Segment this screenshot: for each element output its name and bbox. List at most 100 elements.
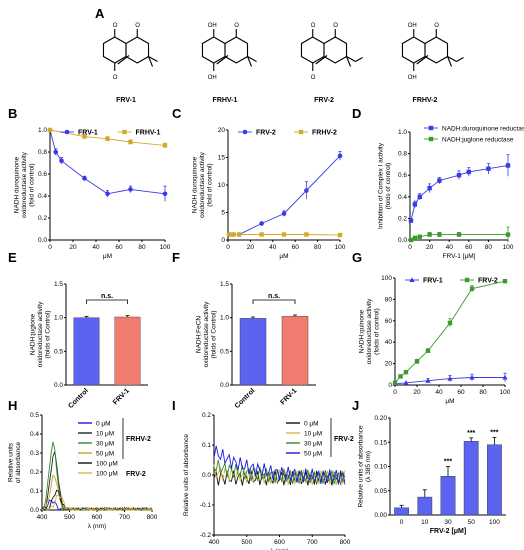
ring-left [102, 36, 127, 64]
legend: NADH:duroquinone reductase NADH:juglone r… [424, 126, 524, 144]
x-tick-label: 40 [269, 244, 277, 251]
data-point [53, 149, 59, 155]
data-point [162, 143, 168, 148]
molecule-frv-1: O O O FRV-1 [102, 23, 158, 104]
significance-bracket [252, 299, 296, 304]
ring-left [401, 36, 426, 64]
x-tick-label: 0 [393, 389, 397, 396]
substituent [346, 56, 356, 62]
spectrum-5 [41, 494, 152, 511]
series-frv-1 [392, 372, 508, 386]
data-point [304, 188, 309, 193]
series-frv-2 [392, 279, 508, 386]
significance-bracket [86, 299, 128, 304]
y-tick-label: 0.1 [30, 488, 39, 495]
y-tick-label: 0 [221, 237, 225, 244]
x-tick-label: 40 [92, 244, 100, 251]
category-label: 30 [444, 519, 452, 526]
legend-marker [122, 129, 127, 135]
y-tick-label: 0.20 [374, 415, 387, 422]
y-axis-label-line: NADH duroquinone [192, 156, 199, 213]
y-tick-label: 1.0 [38, 127, 47, 134]
y-axis-label: NADH:quinone oxidoreductase activity (fold… [359, 298, 381, 365]
y-axis-label-line: oxidoreductase activity [21, 151, 28, 218]
data-point [337, 153, 343, 159]
y-tick-label: 20 [385, 361, 393, 368]
ring-right [125, 36, 150, 64]
legend-label: 10 μM [96, 431, 114, 438]
x-tick-label: 0 [226, 244, 230, 251]
x-tick-label: 0 [48, 244, 52, 251]
data-point [427, 232, 432, 237]
spectrum-line [213, 445, 346, 485]
y-tick-label: 1.5 [220, 281, 229, 288]
y-axis-label: NADH duroquinone oxidoreductase activity(… [14, 151, 36, 218]
bar [114, 316, 141, 386]
x-tick-label: 60 [115, 244, 123, 251]
y-tick-label: 0.05 [374, 488, 387, 495]
legend-marker [428, 125, 434, 131]
x-axis-label: FRV-1 [μM] [443, 253, 476, 260]
legend-label: 100 μM [96, 471, 118, 478]
category-label: FRV-1 [112, 387, 131, 406]
y-axis-label-line: oxidoreductase activity [203, 301, 210, 368]
x-axis-label: μM [445, 398, 454, 405]
y-tick-label: 0.3 [30, 450, 39, 457]
y-tick-label: 0.4 [30, 431, 39, 438]
significance-label: *** [490, 429, 498, 436]
y-tick-label: 5 [221, 210, 225, 217]
y-axis-label: Inhibition of Complex I activity (folds o… [377, 142, 392, 229]
x-tick-label: 80 [479, 389, 487, 396]
legend-marker [428, 136, 434, 142]
ring-right [323, 36, 348, 64]
group-label: FRHV-2 [126, 436, 151, 443]
series-line [229, 155, 341, 235]
series-line [394, 377, 505, 385]
chart-C: 0 5 10 15 20 0 20 40 60 80 100 μM NADH duroquinone ox… [192, 127, 346, 260]
data-point [447, 375, 453, 381]
double-bond [117, 55, 130, 65]
legend-label: FRHV-1 [136, 130, 161, 137]
y-tick-label: 1.5 [54, 281, 63, 288]
bar [463, 441, 479, 516]
y-axis-label-line: Relative units of absorbance [183, 434, 190, 516]
y-tick-label: 0.0 [220, 382, 229, 389]
y-tick-label: 0.0 [202, 472, 211, 479]
substituent [447, 56, 453, 67]
x-tick-label: 80 [314, 244, 322, 251]
x-tick-label: 800 [147, 514, 158, 521]
atom-oh: OH [408, 75, 417, 81]
spectrum-3 [213, 445, 346, 485]
legend: 0 μM 10 μM 30 μM 50 μM FRV-2 [286, 418, 354, 458]
x-axis-label: μM [279, 253, 288, 260]
x-axis-label: λ (nm) [270, 548, 288, 550]
ring-left [201, 36, 226, 64]
legend-label: FRV-1 [78, 130, 98, 137]
y-tick-label: 60 [385, 318, 393, 325]
y-axis-label-line: Relative units [7, 442, 14, 482]
legend-label: 0 μM [96, 421, 111, 428]
molecule-label: FRV-1 [116, 97, 136, 104]
data-point [105, 191, 110, 197]
data-point [259, 221, 264, 226]
bar [487, 444, 502, 516]
category-label: 10 [421, 519, 429, 526]
data-point [469, 374, 475, 380]
y-axis-label: Relative units of absorbance [183, 434, 190, 516]
y-tick-label: -0.2 [200, 532, 212, 539]
substituent [447, 56, 457, 62]
category-label: 100 [489, 519, 500, 526]
chart-F: 0.0 0.5 1.0 1.5 Control FRV-1 n.s. NADH:FeCN oxi… [196, 281, 316, 410]
molecule-frv-2: O O O FRV-2 [300, 23, 363, 104]
y-tick-label: 0.0 [54, 382, 63, 389]
legend-label: 50 μM [96, 451, 114, 458]
data-point [403, 369, 409, 375]
data-point [412, 202, 418, 207]
atom-o: O [434, 23, 439, 29]
y-tick-label: 40 [385, 339, 393, 346]
substituent [456, 57, 464, 62]
x-tick-label: 700 [307, 539, 318, 546]
y-tick-label: 0.2 [30, 469, 39, 476]
series-frv-2 [226, 151, 343, 237]
